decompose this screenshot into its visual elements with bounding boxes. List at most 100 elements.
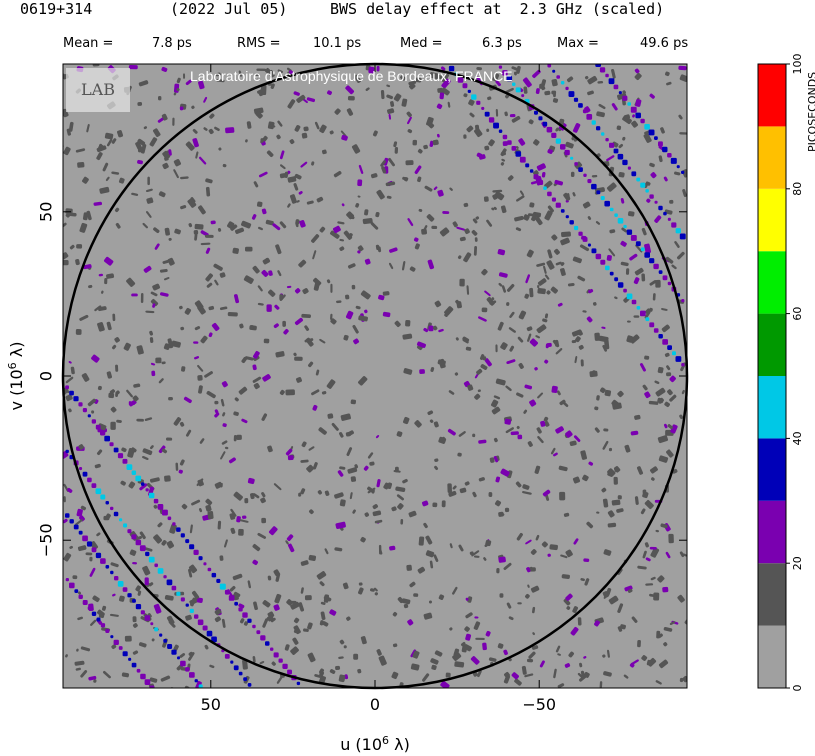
noise-blob (306, 200, 314, 205)
noise-blob (584, 578, 590, 586)
ridge-mark (636, 306, 641, 310)
noise-blob (185, 141, 195, 151)
noise-blob (102, 162, 109, 172)
noise-blob (536, 427, 542, 434)
noise-blob (539, 83, 544, 89)
noise-blob (662, 586, 669, 593)
noise-blob (313, 282, 320, 291)
noise-blob (197, 364, 204, 372)
noise-blob (495, 476, 501, 483)
noise-blob (80, 505, 86, 511)
noise-blob (194, 223, 204, 230)
noise-blob (90, 619, 97, 626)
noise-blob (79, 314, 89, 321)
ridge-mark (604, 200, 610, 207)
noise-blob (67, 487, 73, 493)
noise-blob (682, 189, 687, 197)
noise-blob (208, 128, 214, 135)
noise-blob (340, 130, 347, 138)
noise-blob (280, 164, 286, 170)
noise-blob (205, 178, 213, 184)
noise-blob (339, 246, 345, 251)
noise-blob (649, 466, 658, 474)
noise-blob (238, 70, 242, 77)
ridge-mark (176, 591, 181, 596)
noise-blob (423, 612, 433, 620)
noise-blob (335, 521, 346, 530)
ridge-mark (87, 477, 92, 483)
noise-blob (239, 323, 244, 329)
noise-blob (414, 165, 422, 174)
noise-blob (293, 625, 301, 635)
noise-blob (315, 369, 320, 376)
noise-blob (392, 643, 398, 648)
noise-blob (530, 549, 537, 555)
ridge-mark (118, 646, 123, 650)
noise-blob (261, 492, 266, 498)
noise-blob (529, 338, 538, 347)
noise-blob (270, 617, 276, 623)
noise-blob (296, 94, 306, 103)
ridge-mark (139, 545, 146, 552)
noise-blob (93, 201, 103, 206)
noise-blob (541, 171, 546, 178)
noise-blob (176, 77, 181, 84)
noise-blob (80, 670, 88, 678)
ridge-mark (252, 624, 256, 629)
noise-blob (142, 222, 148, 229)
noise-blob (256, 201, 263, 208)
noise-blob (96, 152, 103, 161)
ridge-mark (216, 578, 221, 583)
noise-blob (146, 211, 152, 218)
noise-blob (241, 356, 248, 364)
noise-blob (348, 215, 355, 220)
noise-blob (370, 222, 379, 230)
noise-blob (463, 202, 469, 208)
noise-blob (89, 556, 93, 562)
noise-blob (168, 620, 176, 628)
ridge-mark (600, 196, 605, 201)
noise-blob (620, 197, 625, 204)
ridge-mark (180, 597, 185, 602)
noise-blob (578, 344, 584, 350)
noise-blob (505, 87, 514, 94)
ridge-mark (614, 277, 619, 282)
ridge-mark (631, 299, 637, 305)
noise-blob (606, 254, 612, 261)
noise-blob (75, 258, 80, 266)
ridge-mark (189, 672, 195, 678)
noise-blob (607, 522, 617, 528)
ridge-mark (644, 252, 650, 258)
ridge-mark (86, 541, 93, 547)
noise-blob (96, 449, 103, 456)
ridge-mark (623, 288, 627, 293)
ridge-mark (140, 673, 146, 680)
noise-blob (77, 545, 87, 552)
noise-blob (546, 342, 552, 348)
noise-blob (633, 277, 640, 285)
noise-blob (76, 648, 79, 652)
ridge-mark (653, 263, 659, 270)
noise-blob (678, 65, 687, 71)
noise-blob (587, 216, 592, 220)
noise-blob (153, 128, 161, 137)
ridge-mark (663, 211, 667, 216)
noise-blob (501, 158, 506, 162)
noise-blob (275, 351, 285, 358)
noise-blob (603, 428, 609, 432)
noise-blob (663, 642, 668, 647)
noise-blob (666, 372, 672, 377)
noise-blob (287, 203, 291, 208)
ridge-mark (583, 173, 587, 177)
noise-blob (274, 304, 280, 310)
noise-blob (131, 192, 139, 196)
noise-blob (308, 554, 317, 562)
noise-blob (76, 244, 83, 249)
ridge-mark (278, 658, 283, 663)
noise-blob (622, 90, 626, 95)
ridge-mark (193, 549, 199, 555)
noise-blob (189, 524, 193, 534)
noise-blob (334, 547, 343, 552)
noise-blob (221, 381, 228, 388)
noise-blob (251, 214, 257, 220)
